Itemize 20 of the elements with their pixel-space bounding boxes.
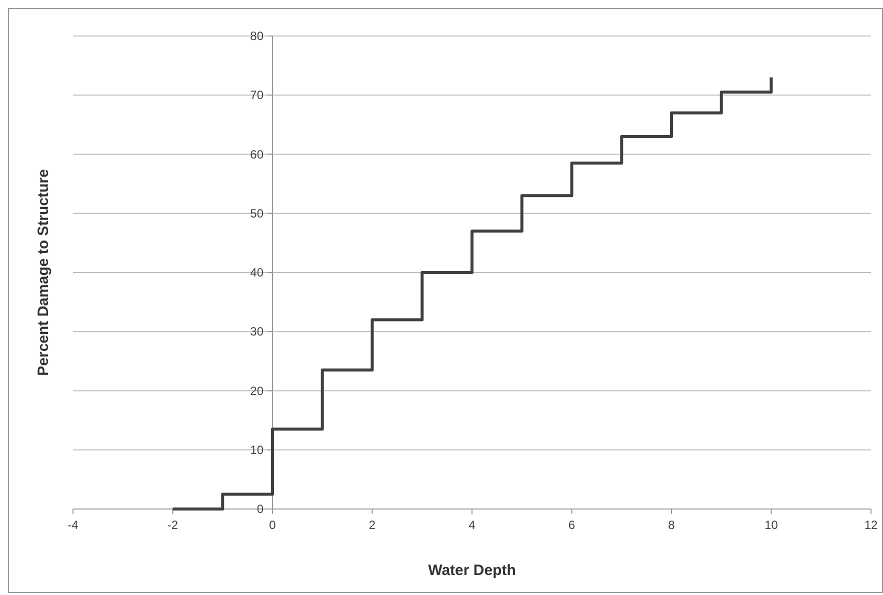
x-tick-label: 10 [764,518,778,532]
y-tick-label: 80 [250,29,264,43]
y-tick-label: 40 [250,266,264,280]
x-tick-label: 4 [468,518,476,532]
x-tick-label: -2 [167,518,178,532]
y-tick-label: 20 [250,384,264,398]
y-tick-label: 70 [250,88,264,102]
y-axis-title: Percent Damage to Structure [35,169,52,376]
y-tick-label: 30 [250,324,264,339]
x-tick-label: 6 [568,518,576,532]
x-tick-label: 12 [864,518,878,532]
x-tick-label: 0 [269,518,276,532]
x-axis-title: Water Depth [428,562,516,579]
x-tick-label: 8 [668,518,676,532]
x-tick-label: 2 [368,518,376,532]
y-tick-label: 50 [250,206,264,220]
y-tick-label: 0 [256,502,264,516]
y-tick-label: 60 [250,147,264,162]
y-tick-label: 10 [250,442,264,457]
x-tick-label: -4 [68,518,79,532]
